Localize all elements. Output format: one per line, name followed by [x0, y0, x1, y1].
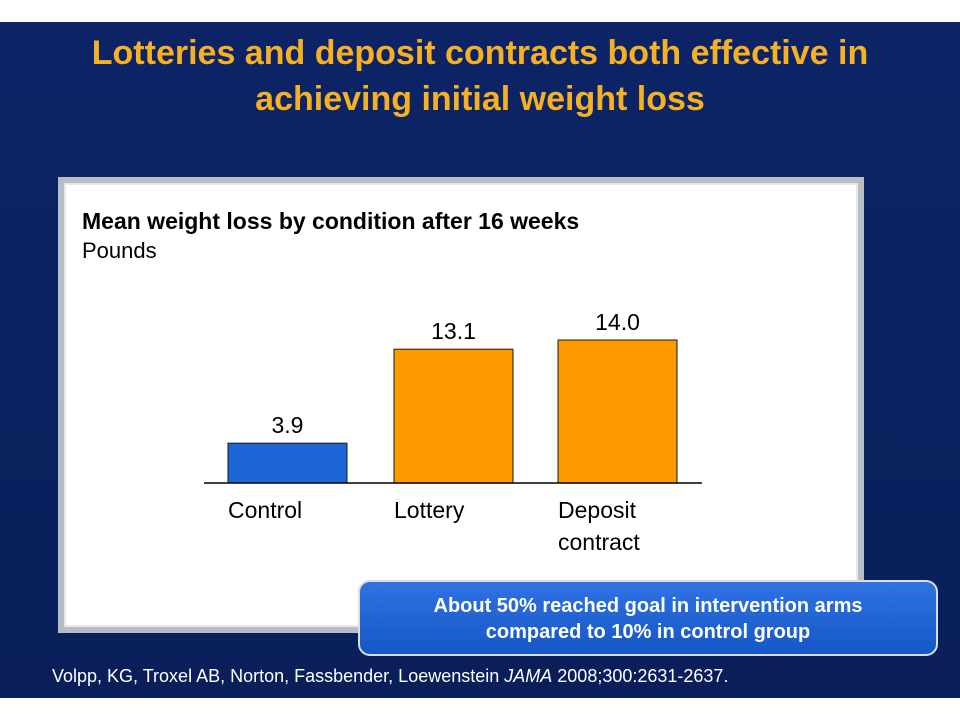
callout-line-1: About 50% reached goal in intervention a…: [433, 595, 863, 617]
chart-subtitle: Pounds: [82, 238, 157, 263]
data-label-1: 13.1: [431, 318, 476, 344]
bar-chart: 3.9 Control 13.1 Lottery 14.0 Deposit contract: [204, 309, 702, 555]
bar-2: [557, 339, 678, 484]
citation-reference: 2008;300:2631-2637.: [552, 666, 729, 686]
slide-title: Lotteries and deposit contracts both eff…: [20, 30, 940, 122]
category-label-1-0: Lottery: [394, 497, 465, 523]
chart-panel: Mean weight loss by condition after 16 w…: [58, 177, 864, 633]
callout-line-2: compared to 10% in control group: [485, 621, 811, 643]
citation-journal: JAMA: [504, 666, 553, 686]
chart-title: Mean weight loss by condition after 16 w…: [82, 208, 580, 234]
category-label-2-0: Deposit: [558, 497, 637, 523]
data-label-0: 3.9: [272, 412, 304, 438]
callout-box: About 50% reached goal in intervention a…: [358, 580, 938, 656]
citation: Volpp, KG, Troxel AB, Norton, Fassbender…: [52, 666, 728, 687]
slide-title-line-1: Lotteries and deposit contracts both eff…: [91, 34, 869, 72]
category-label-2-1: contract: [558, 529, 640, 555]
data-label-2: 14.0: [595, 309, 640, 335]
citation-authors: Volpp, KG, Troxel AB, Norton, Fassbender…: [52, 666, 505, 686]
category-label-0-0: Control: [228, 497, 302, 523]
bar-1: [393, 348, 514, 484]
bar-0: [227, 442, 348, 484]
slide-title-line-2: achieving initial weight loss: [255, 80, 705, 118]
